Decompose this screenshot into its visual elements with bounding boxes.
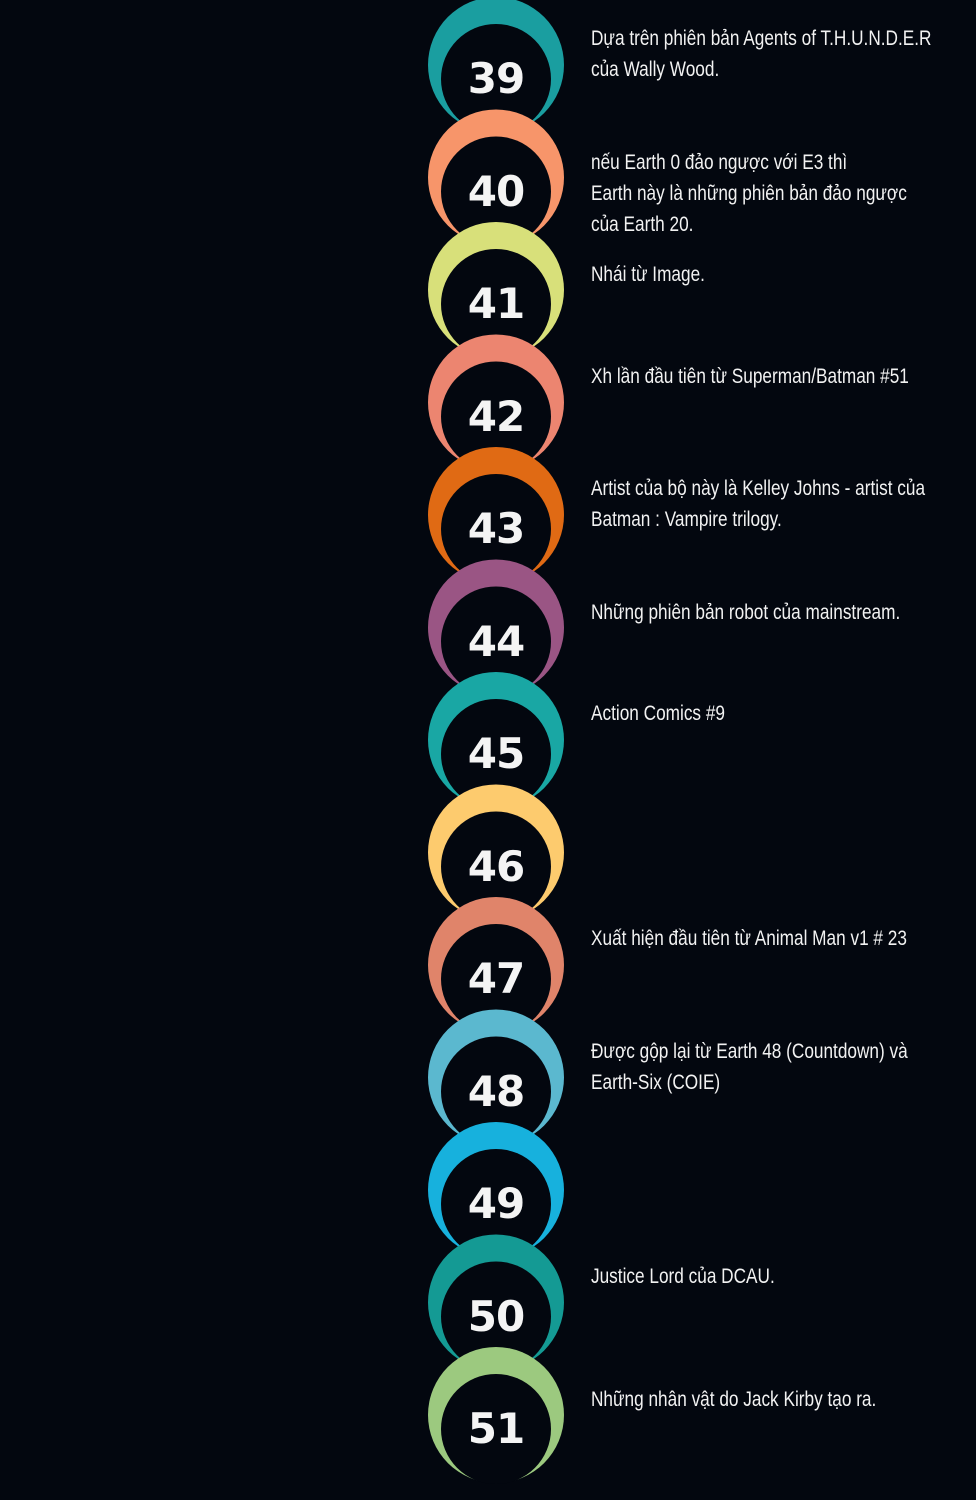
note-line: Batman : Vampire trilogy. [591,508,782,531]
ring-41 [428,222,564,359]
note-line: Justice Lord của DCAU. [591,1264,775,1288]
note-line: Dựa trên phiên bản Agents of T.H.U.N.D.E… [591,27,932,50]
earth-number: 39 [467,54,525,103]
ring-inner [441,1261,551,1372]
earth-note: Xuất hiện đầu tiên từ Animal Man v1 # 23 [591,923,907,954]
ring-51 [428,1347,564,1484]
ring-47 [428,897,564,1034]
earth-number: 45 [467,729,525,778]
earth-note: nếu Earth 0 đảo ngược với E3 thì Earth nà… [591,147,907,240]
earth-note: Được gộp lại từ Earth 48 (Countdown) và E… [591,1036,908,1098]
earth-note: Action Comics #9 [591,698,725,729]
note-line: Action Comics #9 [591,702,725,725]
ring-48 [428,1009,564,1147]
earth-number: 49 [467,1179,525,1228]
earth-number: 50 [467,1291,525,1341]
note-line: Những nhân vật do Jack Kirby tạo ra. [591,1388,877,1411]
note-line: của Wally Wood. [591,58,720,81]
ring-inner [441,586,551,697]
ring-50 [428,1234,564,1372]
earth-number: 42 [467,391,525,441]
note-line: Những phiên bản robot của mainstream. [591,600,901,624]
earth-number: 44 [467,616,525,666]
ring-inner [441,811,551,922]
note-line: của Earth 20. [591,212,694,236]
note-line: Được gộp lại từ Earth 48 (Countdown) và [591,1039,908,1063]
earth-note: Những phiên bản robot của mainstream. [591,597,900,628]
ring-40 [428,109,564,247]
ring-inner [441,924,551,1034]
note-line: nếu Earth 0 đảo ngược với E3 thì [591,150,848,174]
earth-number: 51 [467,1404,525,1453]
earth-note: Nhái từ Image. [591,259,705,290]
ring-inner [441,699,551,809]
note-line: Artist của bộ này là Kelley Johns - arti… [591,477,926,500]
earth-note: Justice Lord của DCAU. [591,1261,775,1292]
earth-number: 40 [467,166,525,216]
ring-inner [441,1149,551,1259]
ring-inner [441,1374,551,1484]
ring-39 [428,0,564,134]
ring-46 [428,784,564,922]
note-line: Nhái từ Image. [591,263,705,286]
earth-number: 46 [467,841,525,891]
ring-inner [441,24,551,134]
ring-inner [441,474,551,584]
note-line: Earth này là những phiên bản đảo ngược [591,181,907,205]
note-line: Earth-Six (COIE) [591,1070,721,1094]
ring-44 [428,559,564,697]
note-line: Xuất hiện đầu tiên từ Animal Man v1 # 23 [591,927,907,950]
ring-43 [428,447,564,584]
ring-inner [441,1036,551,1147]
note-line: Xh lần đầu tiên từ Superman/Batman #51 [591,364,909,388]
earth-number: 47 [467,954,525,1003]
ring-inner [441,136,551,247]
ring-45 [428,672,564,809]
earth-note: Những nhân vật do Jack Kirby tạo ra. [591,1384,876,1415]
earth-number: 43 [467,504,525,553]
ring-inner [441,361,551,472]
earth-note: Xh lần đầu tiên từ Superman/Batman #51 [591,361,909,392]
ring-inner [441,249,551,359]
earth-number: 48 [467,1066,525,1116]
ring-49 [428,1122,564,1259]
ring-42 [428,334,564,472]
earth-number: 41 [467,279,525,328]
earth-note: Artist của bộ này là Kelley Johns - arti… [591,473,925,535]
earth-note: Dựa trên phiên bản Agents of T.H.U.N.D.E… [591,23,931,85]
